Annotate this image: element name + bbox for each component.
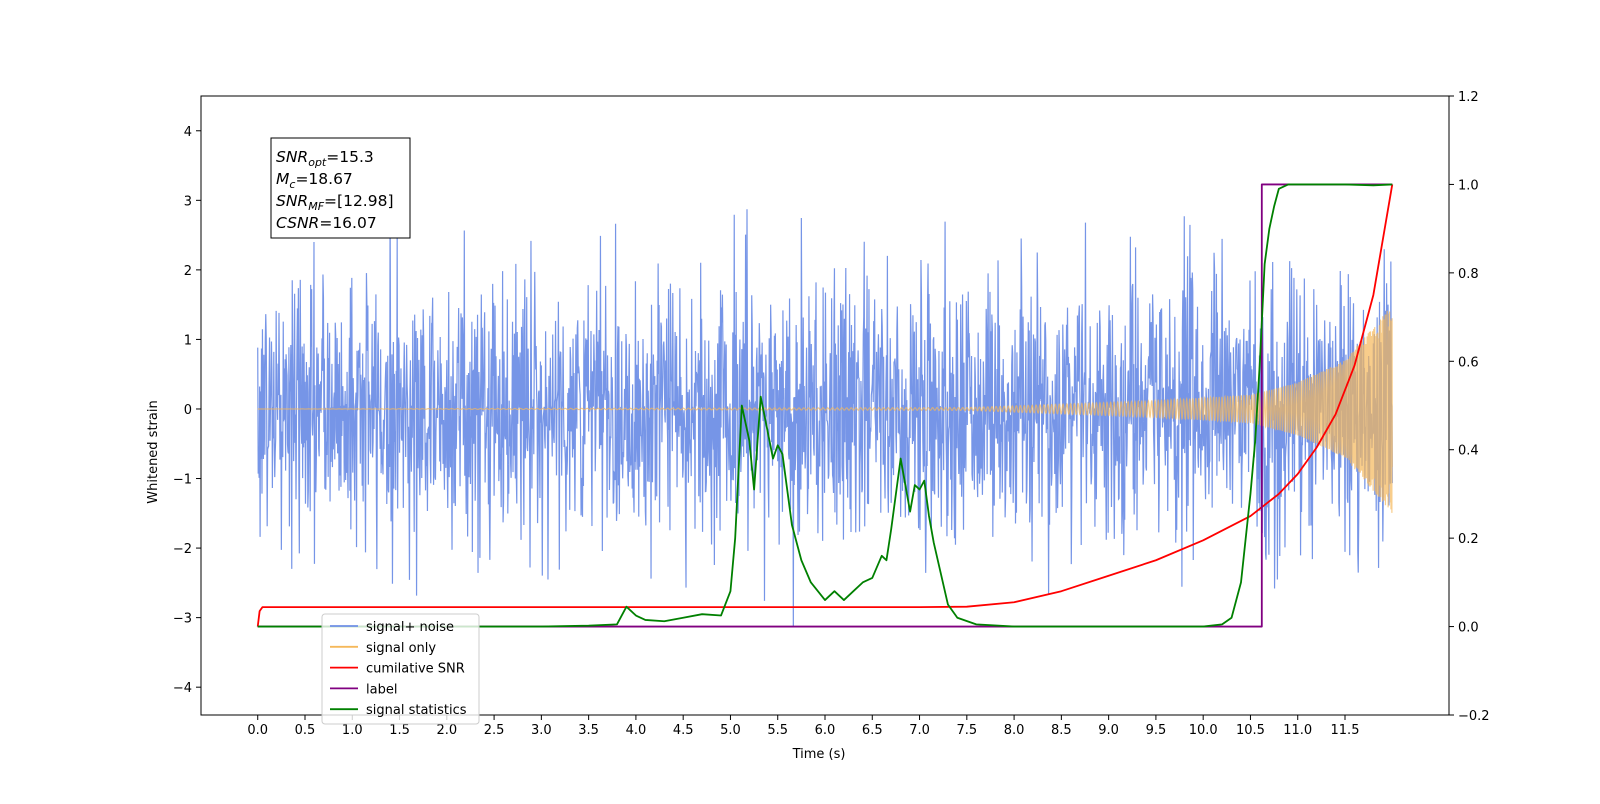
x-tick-label: 1.0 [342,723,363,738]
x-tick-label: 8.5 [1051,723,1072,738]
x-tick-label: 3.5 [578,723,599,738]
legend-entry: signal+ noise [366,620,454,635]
y-tick-label: 0 [184,403,192,418]
secondary-y-axis-ticks: 1.2 1.0 0.8 0.6 0.4 0.2 0.0 −0.2 [1449,90,1490,724]
y-tick-label: −3 [173,612,192,627]
legend-entry: signal only [366,641,436,656]
x-tick-label: 10.0 [1189,723,1218,738]
x-tick-label: 4.0 [626,723,647,738]
y-tick-label: −2 [173,542,192,557]
legend-frame [321,613,480,725]
y-axis-label: Whitened strain [146,400,161,503]
x-tick-label: 9.0 [1098,723,1119,738]
y-tick-label: 1 [184,333,192,348]
series-cumilative-snr [256,184,1394,627]
x-axis-ticks: 0.0 0.5 1.0 1.5 2.0 2.5 3.0 3.5 4.0 4.5 5.0 5.5 6.0 6… [247,715,1359,738]
x-tick-label: 2.0 [436,723,457,738]
y2-tick-label: 0.4 [1458,444,1479,459]
stats-annotation-box: SNRopt=15.3Mc=18.67SNRMF=[12.98]CSNR=16.… [270,137,411,239]
annotation-frame [270,137,411,239]
y-axis-ticks: 4 3 2 1 0 −1 −2 −3 −4 [173,125,201,696]
y2-tick-label: 1.2 [1458,90,1479,105]
y-tick-label: −1 [173,473,192,488]
legend-entry: signal statistics [366,703,467,718]
y-tick-label: 2 [184,264,192,279]
series-signal-only [257,310,1393,513]
x-tick-label: 5.0 [720,723,741,738]
y-tick-label: −4 [173,681,192,696]
y2-tick-label: 0.6 [1458,355,1479,370]
x-tick-label: 4.5 [673,723,694,738]
annotation-line: CSNR=16.07 [276,214,377,232]
legend: signal+ noise signal only cumilative SNR la… [321,613,480,725]
x-tick-label: 5.5 [767,723,788,738]
x-tick-label: 10.5 [1236,723,1265,738]
x-tick-label: 6.5 [862,723,883,738]
y2-tick-label: 1.0 [1458,178,1479,193]
y-tick-label: 4 [184,125,192,140]
annotation-line: SNRopt=15.3 [276,148,374,169]
x-tick-label: 11.5 [1331,723,1360,738]
x-axis-label: Time (s) [792,747,846,762]
legend-entry: cumilative SNR [366,662,465,677]
x-tick-label: 6.0 [815,723,836,738]
legend-entry: label [366,682,397,697]
x-tick-label: 0.5 [295,723,316,738]
y-tick-label: 3 [184,194,192,209]
annotation-line: Mc=18.67 [276,170,353,191]
series-signal-statistics [257,183,1393,628]
x-tick-label: 0.0 [247,723,268,738]
x-tick-label: 8.0 [1004,723,1025,738]
x-tick-label: 7.0 [909,723,930,738]
y2-tick-label: 0.8 [1458,267,1479,282]
x-tick-label: 11.0 [1283,723,1312,738]
y2-tick-label: −0.2 [1458,709,1490,724]
x-tick-label: 3.0 [531,723,552,738]
x-tick-label: 1.5 [389,723,410,738]
y2-tick-label: 0.0 [1458,621,1479,636]
x-tick-label: 2.5 [484,723,505,738]
x-tick-label: 9.5 [1146,723,1167,738]
y2-tick-label: 0.2 [1458,532,1479,547]
x-tick-label: 7.5 [956,723,977,738]
annotation-line: SNRMF=[12.98] [276,192,394,213]
